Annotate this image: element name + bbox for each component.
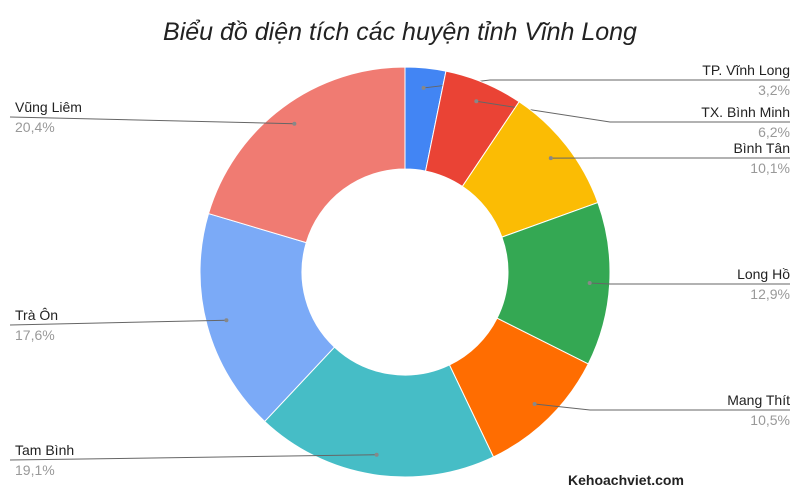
slice-label-7: Vũng Liêm	[15, 99, 82, 115]
leader-dot-7	[292, 121, 297, 126]
leader-line-4	[534, 403, 790, 411]
slice-value-label-1: 6,2%	[758, 124, 790, 140]
slice-label-1: TX. Bình Minh	[701, 104, 790, 120]
slice-label-0: TP. Vĩnh Long	[702, 62, 790, 78]
donut-slice-6[interactable]	[199, 212, 336, 423]
slice-label-2: Bình Tân	[733, 140, 790, 156]
slice-value-label-5: 19,1%	[15, 462, 55, 478]
leader-dot-6	[224, 318, 229, 323]
leader-dot-0	[421, 85, 426, 90]
slice-value-label-7: 20,4%	[15, 119, 55, 135]
donut-slice-7[interactable]	[207, 66, 406, 244]
leader-line-7	[9, 116, 295, 125]
leader-dot-2	[548, 156, 553, 161]
leader-dot-4	[532, 402, 537, 407]
leader-line-3	[589, 282, 790, 285]
leader-dot-3	[587, 281, 592, 286]
slice-label-5: Tam Bình	[15, 442, 74, 458]
slice-label-3: Long Hồ	[737, 266, 790, 282]
slice-value-label-4: 10,5%	[750, 412, 790, 428]
donut-slice-5[interactable]	[263, 346, 495, 478]
chart-title: Biểu đồ diện tích các huyện tỉnh Vĩnh Lo…	[163, 18, 637, 46]
slice-value-label-2: 10,1%	[750, 160, 790, 176]
leader-dot-5	[374, 452, 379, 457]
watermark: Kehoachviet.com	[568, 472, 684, 488]
leader-dot-1	[474, 99, 479, 104]
leader-line-5	[9, 454, 377, 461]
slice-value-label-0: 3,2%	[758, 82, 790, 98]
slice-label-4: Mang Thít	[727, 392, 790, 408]
slice-value-label-3: 12,9%	[750, 286, 790, 302]
slice-value-label-6: 17,6%	[15, 327, 55, 343]
slice-label-6: Trà Ôn	[15, 307, 58, 323]
leader-line-6	[9, 319, 227, 326]
